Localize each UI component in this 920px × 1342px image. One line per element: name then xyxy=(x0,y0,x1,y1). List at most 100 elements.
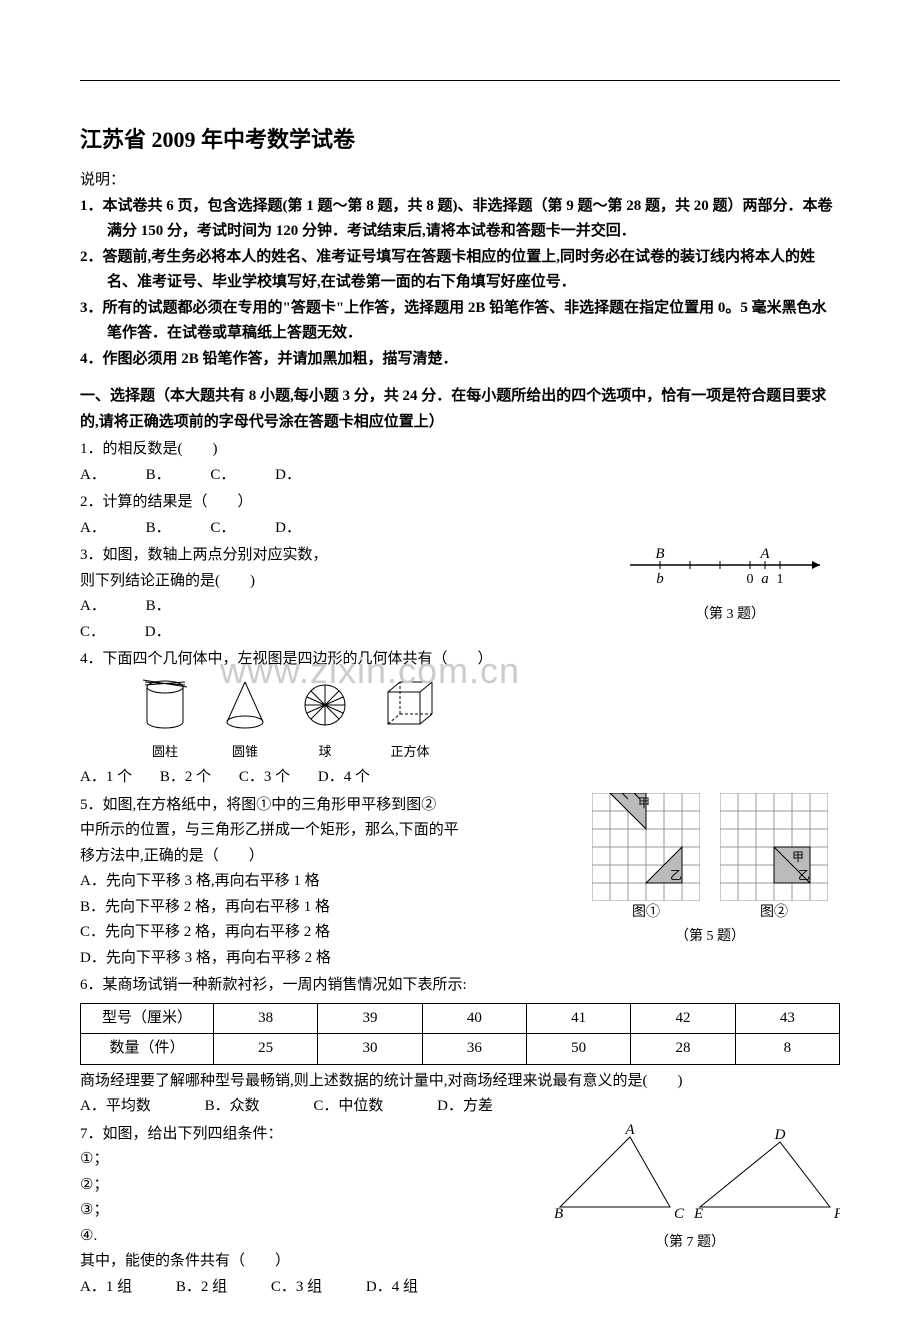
q5-opt-d: D．先向下平移 3 格，再向右平移 2 格 xyxy=(80,946,840,972)
q5-figure: 甲 乙 甲 乙 xyxy=(580,793,840,949)
q6-h3: 40 xyxy=(422,1003,526,1034)
q6-r3: 36 xyxy=(422,1034,526,1065)
sphere-icon xyxy=(300,677,350,732)
instructions-block: 说明： 1．本试卷共 6 页，包含选择题(第 1 题～第 8 题，共 8 题)、… xyxy=(80,168,840,372)
q3-label-A: A xyxy=(759,546,770,562)
q3-label-a: a xyxy=(761,571,769,587)
q6-h4: 41 xyxy=(526,1003,630,1034)
q2-opt-d: D． xyxy=(275,516,301,542)
solid-sphere: 球 xyxy=(300,677,350,764)
q7-caption: （第 7 题） xyxy=(540,1231,840,1255)
q7-opt-a: A．1 组 xyxy=(80,1275,132,1301)
q7-B: B xyxy=(554,1206,563,1222)
question-7: A B C D E F （第 7 题） 7．如图，给出下列四组条件： ①； ②；… xyxy=(80,1122,840,1301)
q3-label-b: b xyxy=(656,571,664,587)
q7-F: F xyxy=(833,1206,840,1222)
q7-opt-b: B．2 组 xyxy=(176,1275,227,1301)
solid-cube: 正方体 xyxy=(380,677,440,764)
section-1-head: 一、选择题（本大题共有 8 小题,每小题 3 分，共 24 分．在每小题所给出的… xyxy=(80,384,840,435)
cone-icon xyxy=(220,677,270,732)
instruction-1: 1．本试卷共 6 页，包含选择题(第 1 题～第 8 题，共 8 题)、非选择题… xyxy=(80,194,840,245)
number-line-icon: B A b 0 a 1 xyxy=(620,543,840,593)
q4-opt-b: B．2 个 xyxy=(160,765,211,791)
q1-options: A． B． C． D． xyxy=(80,463,840,489)
q6-opt-d: D．方差 xyxy=(437,1094,493,1120)
question-6: 6．某商场试销一种新款衬衫，一周内销售情况如下表所示: 型号（厘米） 38 39… xyxy=(80,973,840,1120)
q3-opt-d: D． xyxy=(145,620,171,646)
q3-opt-a: A． xyxy=(80,594,106,620)
instruction-3: 3．所有的试题都必须在专用的"答题卡"上作答，选择题用 2B 铅笔作答、非选择题… xyxy=(80,296,840,347)
q5-jia-1: 甲 xyxy=(638,796,650,810)
q6-opt-a: A．平均数 xyxy=(80,1094,151,1120)
q6-h1: 38 xyxy=(214,1003,318,1034)
label-cylinder: 圆柱 xyxy=(140,741,190,763)
q3-opt-b: B． xyxy=(146,594,171,620)
q6-opt-c: C．中位数 xyxy=(313,1094,383,1120)
q3-caption: （第 3 题） xyxy=(620,603,840,627)
q4-opt-c: C．3 个 xyxy=(239,765,290,791)
cylinder-icon xyxy=(140,677,190,732)
solid-cylinder: 圆柱 xyxy=(140,677,190,764)
grid-2-icon: 甲 乙 xyxy=(720,793,828,901)
top-rule xyxy=(80,80,840,81)
q4-stem: 4．下面四个几何体中，左视图是四边形的几何体共有（ ） xyxy=(80,647,840,673)
table-row: 数量（件） 25 30 36 50 28 8 xyxy=(81,1034,840,1065)
q1-stem: 1．的相反数是( ) xyxy=(80,437,840,463)
q7-E: E xyxy=(693,1206,703,1222)
page-title: 江苏省 2009 年中考数学试卷 xyxy=(80,121,840,158)
q6-r4: 50 xyxy=(526,1034,630,1065)
question-3: B A b 0 a 1 （第 3 题） 3．如图，数轴上两点分别对应实数， 则下… xyxy=(80,543,840,645)
q6-r5: 28 xyxy=(631,1034,735,1065)
q6-stem: 6．某商场试销一种新款衬衫，一周内销售情况如下表所示: xyxy=(80,973,840,999)
q1-opt-a: A． xyxy=(80,463,106,489)
q4-opt-d: D．4 个 xyxy=(318,765,370,791)
instruction-4: 4．作图必须用 2B 铅笔作答，并请加黑加粗，描写清楚． xyxy=(80,347,840,373)
q5-jia-2: 甲 xyxy=(792,850,804,864)
q3-opt-c: C． xyxy=(80,620,105,646)
q3-label-1: 1 xyxy=(777,572,784,587)
q3-figure: B A b 0 a 1 （第 3 题） xyxy=(620,543,840,626)
triangles-icon: A B C D E F xyxy=(540,1122,840,1222)
q6-r0: 数量（件） xyxy=(81,1034,214,1065)
solid-cone: 圆锥 xyxy=(220,677,270,764)
label-cone: 圆锥 xyxy=(220,741,270,763)
q2-opt-b: B． xyxy=(146,516,171,542)
table-row: 型号（厘米） 38 39 40 41 42 43 xyxy=(81,1003,840,1034)
q6-after: 商场经理要了解哪种型号最畅销,则上述数据的统计量中,对商场经理来说最有意义的是(… xyxy=(80,1069,840,1095)
q6-r1: 25 xyxy=(214,1034,318,1065)
question-2: 2．计算的结果是（ ） A． B． C． D． xyxy=(80,490,840,541)
q3-label-B: B xyxy=(655,546,664,562)
label-cube: 正方体 xyxy=(380,741,440,763)
q1-opt-b: B． xyxy=(146,463,171,489)
q5-yi-2: 乙 xyxy=(798,868,810,882)
q2-opt-a: A． xyxy=(80,516,106,542)
q3-label-0: 0 xyxy=(747,572,754,587)
q7-opt-c: C．3 组 xyxy=(271,1275,322,1301)
q6-h0: 型号（厘米） xyxy=(81,1003,214,1034)
q6-h5: 42 xyxy=(631,1003,735,1034)
q4-opt-a: A．1 个 xyxy=(80,765,132,791)
q2-options: A． B． C． D． xyxy=(80,516,840,542)
instruction-2: 2．答题前,考生务必将本人的姓名、准考证号填写在答题卡相应的位置上,同时务必在试… xyxy=(80,245,840,296)
q5-cap1: 图① xyxy=(592,901,700,925)
q6-table: 型号（厘米） 38 39 40 41 42 43 数量（件） 25 30 36 … xyxy=(80,1003,840,1065)
q1-opt-c: C． xyxy=(210,463,235,489)
q5-yi-1: 乙 xyxy=(670,868,682,882)
q7-options: A．1 组 B．2 组 C．3 组 D．4 组 xyxy=(80,1275,840,1301)
grid-1-icon: 甲 乙 xyxy=(592,793,700,901)
q6-r6: 8 xyxy=(735,1034,839,1065)
q5-cap2: 图② xyxy=(720,901,828,925)
q6-opt-b: B．众数 xyxy=(205,1094,260,1120)
q2-opt-c: C． xyxy=(210,516,235,542)
cube-icon xyxy=(380,677,440,732)
question-5: 甲 乙 甲 乙 xyxy=(80,793,840,972)
q2-stem: 2．计算的结果是（ ） xyxy=(80,490,840,516)
instructions-label: 说明： xyxy=(80,168,840,194)
q7-opt-d: D．4 组 xyxy=(366,1275,418,1301)
q7-A: A xyxy=(624,1122,635,1138)
q6-r2: 30 xyxy=(318,1034,422,1065)
q5-caption: （第 5 题） xyxy=(580,925,840,949)
label-sphere: 球 xyxy=(300,741,350,763)
q4-options: A．1 个 B．2 个 C．3 个 D．4 个 xyxy=(80,765,840,791)
question-1: 1．的相反数是( ) A． B． C． D． xyxy=(80,437,840,488)
